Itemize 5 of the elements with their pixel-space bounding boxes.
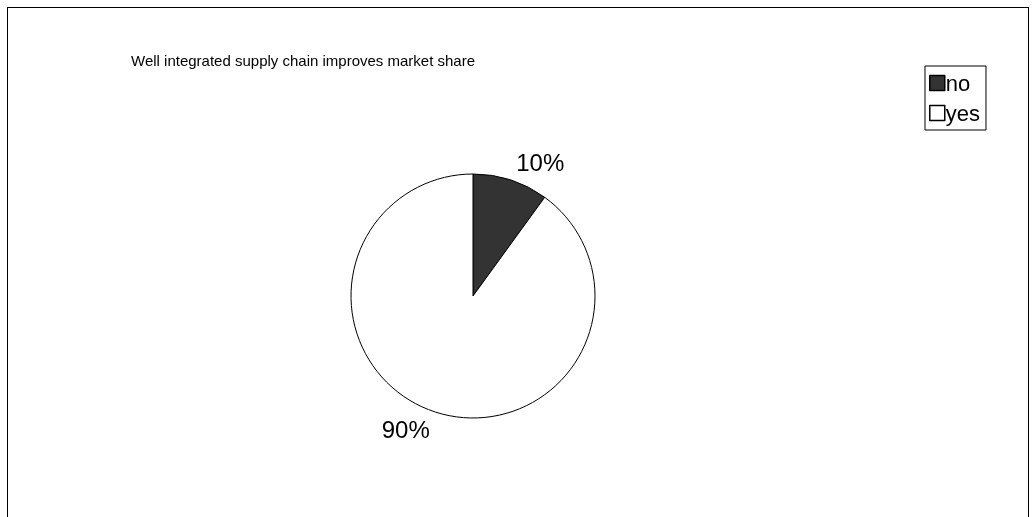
legend-label: no (945, 70, 971, 96)
data-label: 10% (516, 149, 565, 177)
data-label: 90% (381, 415, 430, 443)
chart-title: Well integrated supply chain improves market share (131, 52, 476, 69)
legend-label: yes (945, 100, 981, 126)
